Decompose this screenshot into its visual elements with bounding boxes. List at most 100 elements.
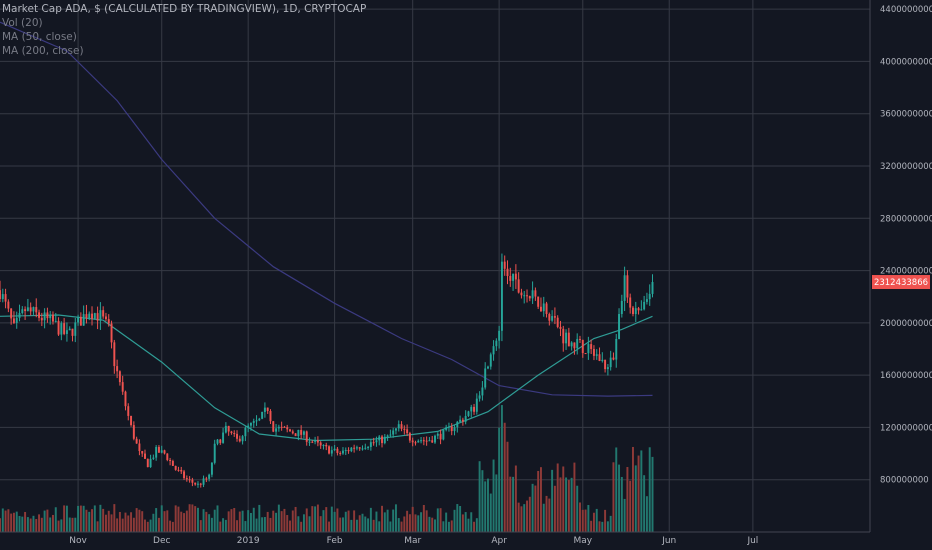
- candle-body: [473, 406, 476, 412]
- candle-body: [7, 301, 10, 309]
- candle-body: [626, 275, 629, 298]
- candle-body: [38, 312, 41, 318]
- candle-body: [506, 268, 509, 277]
- candle-body: [400, 424, 403, 429]
- volume-bar: [149, 519, 152, 532]
- ma200-indicator-label[interactable]: MA (200, close): [2, 45, 84, 57]
- volume-bar: [297, 516, 300, 532]
- candle-body: [88, 313, 91, 319]
- candle-body: [138, 443, 141, 452]
- volume-bar: [579, 502, 581, 532]
- volume-bar: [157, 517, 160, 532]
- volume-bar: [598, 521, 601, 532]
- volume-bar: [63, 505, 66, 532]
- volume-bar: [355, 519, 358, 532]
- volume-bar: [436, 508, 439, 532]
- volume-bar: [294, 506, 297, 532]
- volume-bar: [556, 463, 559, 532]
- volume-bar: [445, 512, 448, 532]
- candle-body: [91, 313, 93, 319]
- volume-bar: [414, 514, 417, 532]
- candle-body: [113, 342, 116, 367]
- volume-bar: [403, 516, 406, 532]
- candle-body: [54, 320, 57, 322]
- volume-bar: [7, 509, 10, 532]
- volume-bar: [305, 508, 308, 532]
- candle-body: [367, 446, 370, 448]
- volume-bar: [383, 512, 386, 532]
- volume-bar: [277, 504, 280, 532]
- volume-bar: [520, 506, 523, 532]
- volume-bar: [434, 519, 436, 532]
- candle-body: [163, 450, 166, 454]
- volume-bar: [545, 495, 548, 532]
- volume-bar: [456, 504, 459, 532]
- candle-body: [372, 442, 375, 444]
- candle-body: [551, 316, 554, 321]
- volume-bar: [431, 517, 434, 532]
- candle-body: [269, 411, 272, 422]
- y-tick-label: 1200000000: [880, 423, 932, 433]
- volume-bar: [473, 521, 476, 532]
- volume-bar: [637, 455, 640, 532]
- volume-bar: [350, 519, 353, 532]
- volume-bar: [54, 507, 57, 532]
- candle-body: [579, 338, 581, 340]
- candle-body: [110, 323, 113, 343]
- candle-body: [247, 425, 250, 428]
- volume-bar: [183, 513, 186, 532]
- volume-bar: [406, 510, 409, 532]
- volume-bar: [333, 511, 336, 532]
- volume-bar: [467, 518, 470, 532]
- candle-body: [461, 419, 464, 422]
- volume-bar: [208, 514, 211, 532]
- volume-bar: [378, 521, 381, 532]
- candle-body: [420, 440, 423, 442]
- volume-bar: [534, 485, 537, 532]
- volume-bar: [29, 518, 32, 532]
- candle-body: [489, 354, 492, 367]
- candle-body: [537, 296, 540, 307]
- candle-body: [620, 300, 623, 315]
- candle-body: [99, 310, 102, 321]
- volume-bar: [163, 511, 166, 532]
- volume-bar: [567, 480, 570, 532]
- ma50-indicator-label[interactable]: MA (50, close): [2, 31, 77, 43]
- volume-indicator-label[interactable]: Vol (20): [2, 17, 43, 29]
- candle-body: [503, 261, 506, 269]
- time-axis[interactable]: Nov Dec 2019 Feb Mar Apr May Jun Jul: [0, 531, 870, 546]
- candle-body: [124, 391, 127, 407]
- x-tick-label: Nov: [69, 536, 87, 546]
- volume-bar: [336, 508, 339, 532]
- candle-body: [132, 425, 135, 439]
- candle-body: [330, 450, 333, 454]
- volume-bar: [629, 480, 632, 532]
- volume-bar: [171, 521, 174, 532]
- volume-bar: [43, 510, 46, 532]
- volume-bar: [537, 470, 540, 532]
- candle-body: [222, 432, 225, 443]
- volume-bar: [526, 500, 528, 532]
- candle-body: [35, 307, 38, 313]
- candle-body: [65, 330, 68, 334]
- volume-bar: [40, 517, 43, 532]
- volume-bar: [570, 477, 573, 532]
- volume-bar: [249, 512, 252, 532]
- candle-body: [149, 458, 152, 468]
- candle-body: [93, 313, 96, 319]
- candle-body: [570, 342, 573, 347]
- volume-bar: [506, 441, 509, 532]
- candle-body: [581, 339, 584, 354]
- candle-body: [358, 447, 361, 449]
- candle-body: [576, 338, 579, 349]
- price-axis[interactable]: 800000000 1200000000 1600000000 2000000000 2…: [869, 0, 932, 532]
- current-price-label: 2312433866: [872, 275, 930, 290]
- candle-body: [311, 441, 314, 443]
- volume-bar: [503, 422, 506, 532]
- x-tick-label: Mar: [404, 536, 421, 546]
- candle-body: [171, 461, 174, 466]
- candle-body: [224, 425, 227, 433]
- volume-bar: [492, 459, 495, 532]
- volume-bar: [146, 521, 149, 532]
